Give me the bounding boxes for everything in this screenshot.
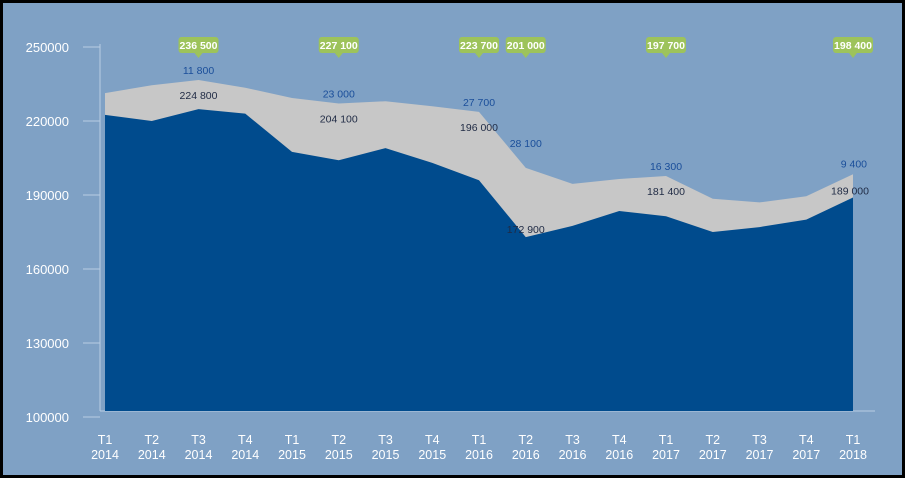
series-1-data-label: 224 800 — [180, 90, 218, 102]
x-tick-label-quarter: T1 — [846, 433, 861, 447]
x-tick-label-quarter: T1 — [472, 433, 487, 447]
x-tick-label-year: 2017 — [792, 448, 820, 462]
x-tick-label-year: 2014 — [231, 448, 259, 462]
x-tick-label-quarter: T3 — [752, 433, 767, 447]
x-tick-label-quarter: T1 — [98, 433, 113, 447]
x-tick-label-quarter: T4 — [425, 433, 440, 447]
total-badges: 236 500 227 100 223 700 201 000 197 700 198 4… — [178, 37, 873, 58]
x-tick-label-year: 2015 — [278, 448, 306, 462]
y-tick-label: 130000 — [26, 336, 69, 351]
x-tick-label-year: 2017 — [699, 448, 727, 462]
x-tick-label-year: 2016 — [465, 448, 493, 462]
total-badge-box — [178, 37, 219, 53]
total-badge-pointer — [194, 53, 203, 58]
y-axis-tick-labels: 100000 130000 160000 190000 220000 250000 — [26, 40, 69, 425]
series-1-data-label: 189 000 — [831, 185, 869, 197]
x-tick-label-year: 2015 — [325, 448, 353, 462]
total-badge-box — [833, 37, 873, 53]
y-tick-label: 190000 — [26, 188, 69, 203]
total-badge-label: 227 100 — [320, 40, 358, 52]
x-tick-label-year: 2015 — [372, 448, 400, 462]
series-1-data-label: 204 100 — [320, 113, 358, 125]
total-badge-pointer — [475, 53, 483, 58]
x-tick-label-year: 2017 — [746, 448, 774, 462]
data-labels: 224 800 204 100 196 000 172 900 181 400 189 0… — [180, 65, 870, 236]
y-tick-label: 250000 — [26, 40, 69, 55]
total-badge: 227 100 — [318, 37, 359, 58]
x-tick-label-year: 2016 — [605, 448, 633, 462]
x-tick-label-year: 2014 — [138, 448, 166, 462]
total-badge: 223 700 — [459, 37, 499, 58]
y-tick-label: 220000 — [26, 114, 69, 129]
x-tick-label-quarter: T3 — [565, 433, 580, 447]
x-tick-label-quarter: T4 — [612, 433, 627, 447]
x-tick-label-quarter: T3 — [191, 433, 206, 447]
chart-areas — [105, 80, 853, 411]
x-tick-label-year: 2017 — [652, 448, 680, 462]
x-tick-label-quarter: T2 — [705, 433, 720, 447]
x-tick-label-quarter: T2 — [518, 433, 533, 447]
x-tick-label-quarter: T1 — [659, 433, 674, 447]
total-badge-label: 236 500 — [180, 40, 218, 52]
total-badge-label: 201 000 — [507, 40, 545, 52]
y-tick-label: 160000 — [26, 262, 69, 277]
x-tick-label-year: 2015 — [418, 448, 446, 462]
series-1-data-label: 196 000 — [460, 122, 498, 134]
series-1-data-label: 172 900 — [507, 224, 545, 236]
x-tick-label-year: 2014 — [185, 448, 213, 462]
x-tick-label-quarter: T1 — [285, 433, 300, 447]
x-tick-label-year: 2016 — [512, 448, 540, 462]
series-2-data-label: 16 300 — [650, 161, 682, 173]
x-tick-label-quarter: T4 — [238, 433, 253, 447]
x-tick-label-quarter: T2 — [331, 433, 346, 447]
x-tick-label-quarter: T4 — [799, 433, 814, 447]
series-1-data-label: 181 400 — [647, 186, 685, 198]
total-badge: 236 500 — [178, 37, 219, 58]
total-badge: 201 000 — [505, 37, 546, 58]
series-2-data-label: 11 800 — [183, 65, 214, 77]
total-badge: 197 700 — [646, 37, 686, 58]
y-tick-label: 100000 — [26, 410, 69, 425]
x-axis-tick-labels: T12014T22014T32014T42014T12015T22015T320… — [91, 433, 867, 462]
x-tick-label-quarter: T3 — [378, 433, 393, 447]
series-2-data-label: 9 400 — [841, 158, 867, 170]
total-badge-box — [646, 37, 686, 53]
total-badge-box — [505, 37, 546, 53]
x-tick-label-year: 2018 — [839, 448, 867, 462]
total-badge-box — [459, 37, 499, 53]
series-2-data-label: 23 000 — [323, 88, 355, 100]
total-badge-label: 198 400 — [834, 40, 872, 52]
total-badge-label: 197 700 — [647, 40, 685, 52]
total-badge-box — [318, 37, 359, 53]
total-badge-pointer — [849, 53, 857, 58]
series-2-data-label: 27 700 — [463, 97, 495, 109]
x-tick-label-year: 2014 — [91, 448, 119, 462]
x-tick-label-year: 2016 — [559, 448, 587, 462]
area-series-1 — [105, 109, 853, 411]
total-badge: 198 400 — [833, 37, 873, 58]
total-badge-pointer — [334, 53, 343, 58]
total-badge-pointer — [521, 53, 530, 58]
x-tick-label-quarter: T2 — [144, 433, 159, 447]
total-badge-label: 223 700 — [460, 40, 498, 52]
series-2-data-label: 28 100 — [510, 138, 542, 150]
total-badge-pointer — [662, 53, 670, 58]
